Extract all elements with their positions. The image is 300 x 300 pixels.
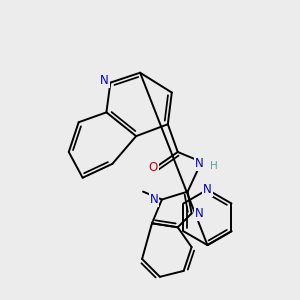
Text: N: N [100, 74, 109, 87]
Text: N: N [195, 207, 204, 220]
Text: N: N [203, 183, 212, 196]
Text: N: N [150, 193, 158, 206]
Text: N: N [195, 158, 204, 170]
Text: H: H [209, 161, 217, 171]
Text: O: O [148, 161, 158, 174]
